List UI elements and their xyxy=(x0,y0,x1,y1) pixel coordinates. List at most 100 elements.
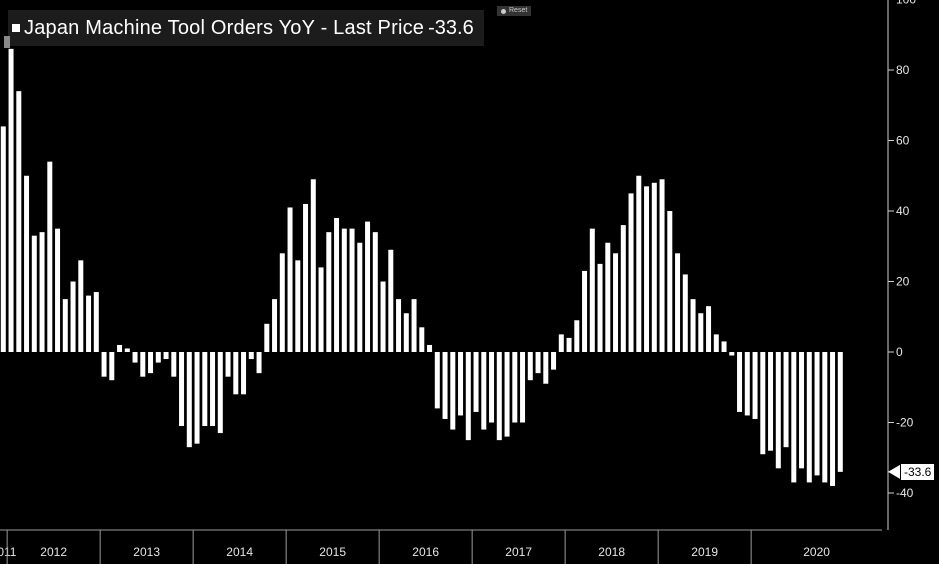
bar-2011-03 xyxy=(24,175,30,352)
bar-2014-07 xyxy=(334,218,340,352)
y-tick-label: -20 xyxy=(896,416,914,430)
reset-button[interactable]: Reset xyxy=(497,6,532,16)
bar-2013-12 xyxy=(279,253,285,352)
x-tick-label: 2018 xyxy=(598,545,625,559)
bar-2018-09 xyxy=(721,341,727,352)
bar-2014-10 xyxy=(357,242,363,352)
bar-2016-02 xyxy=(481,352,487,430)
bar-2019-02 xyxy=(760,352,766,455)
bar-2017-07 xyxy=(613,253,619,352)
bar-2018-07 xyxy=(706,306,712,352)
bar-2016-07 xyxy=(520,352,526,423)
bar-2018-10 xyxy=(729,352,735,356)
bar-2017-10 xyxy=(636,175,642,352)
bar-2012-11 xyxy=(179,352,185,427)
bar-2012-06 xyxy=(140,352,146,377)
bar-2012-10 xyxy=(171,352,177,377)
bar-2014-08 xyxy=(341,228,347,353)
bar-2010-12 xyxy=(0,126,6,353)
bar-2019-11 xyxy=(830,352,836,486)
y-tick-label: 20 xyxy=(896,275,910,289)
x-tick-label: 2017 xyxy=(505,545,532,559)
bar-2019-12 xyxy=(837,352,843,472)
bar-2014-12 xyxy=(372,232,378,352)
bar-2012-04 xyxy=(124,348,130,352)
bar-2011-02 xyxy=(16,91,22,353)
x-tick-label: 2014 xyxy=(226,545,253,559)
bar-2019-09 xyxy=(814,352,820,476)
x-tick-label: 2011 xyxy=(0,545,17,559)
bar-2015-01 xyxy=(380,281,386,352)
y-tick-label: 40 xyxy=(896,204,910,218)
bar-2016-08 xyxy=(527,352,533,381)
bar-2013-11 xyxy=(272,299,278,353)
bar-2017-12 xyxy=(651,182,657,352)
bar-2012-08 xyxy=(155,352,161,363)
bar-2018-05 xyxy=(690,299,696,353)
bar-2015-12 xyxy=(465,352,471,441)
bar-2013-04 xyxy=(217,352,223,434)
y-axis: 100 80 60 40 20 0 -20 -40 xyxy=(887,0,916,530)
bar-2015-11 xyxy=(458,352,464,416)
bar-2019-10 xyxy=(822,352,828,483)
last-value-marker xyxy=(888,464,900,479)
bar-2013-05 xyxy=(225,352,231,377)
bar-2014-05 xyxy=(318,267,324,352)
bar-2015-08 xyxy=(434,352,440,409)
bar-2016-04 xyxy=(496,352,502,441)
bar-2019-06 xyxy=(791,352,797,483)
x-tick-label: 2012 xyxy=(40,545,67,559)
bar-2015-06 xyxy=(419,327,425,352)
bar-series xyxy=(0,48,843,486)
last-value-label: -33.6 xyxy=(901,463,935,480)
bar-2017-06 xyxy=(605,242,611,352)
reset-label: Reset xyxy=(509,7,528,14)
bar-2018-08 xyxy=(713,334,719,353)
bar-2016-11 xyxy=(551,352,557,370)
bar-2017-03 xyxy=(582,270,588,353)
bar-2019-03 xyxy=(768,352,774,451)
bar-2013-07 xyxy=(241,352,247,395)
legend-swatch xyxy=(12,24,20,32)
last-price-value: -33.6 xyxy=(428,16,474,39)
bar-2017-04 xyxy=(589,228,595,353)
bar-2015-07 xyxy=(427,344,433,352)
x-axis: 2011 2012 2013 2014 2015 2016 2017 2018 2019 2020 xyxy=(0,529,882,564)
bar-2015-04 xyxy=(403,313,409,352)
bar-2018-04 xyxy=(682,274,688,352)
bar-2014-03 xyxy=(303,203,309,352)
bar-2015-09 xyxy=(442,352,448,419)
x-tick-label: 2013 xyxy=(133,545,160,559)
bar-2013-09 xyxy=(256,352,262,374)
scroll-indicator xyxy=(4,36,10,48)
x-tick-label: 2016 xyxy=(412,545,439,559)
bar-2015-02 xyxy=(388,249,394,352)
bar-2012-07 xyxy=(148,352,154,374)
bar-2018-11 xyxy=(737,352,743,412)
bar-2012-03 xyxy=(117,344,123,352)
bar-2014-01 xyxy=(287,207,293,352)
bar-2011-04 xyxy=(31,235,37,353)
y-tick-label: 60 xyxy=(896,134,910,148)
bar-2011-01 xyxy=(8,48,14,352)
reset-icon xyxy=(501,8,506,14)
bar-2011-05 xyxy=(39,232,45,352)
bar-2017-02 xyxy=(574,320,580,352)
bar-2018-06 xyxy=(698,313,704,352)
bar-2016-09 xyxy=(535,352,541,374)
chart-title-box: Japan Machine Tool Orders YoY - Last Pri… xyxy=(8,10,484,46)
bar-2019-05 xyxy=(783,352,789,448)
bar-2011-07 xyxy=(55,228,61,353)
bar-2016-03 xyxy=(489,352,495,423)
bar-2018-01 xyxy=(659,179,665,352)
bar-2017-11 xyxy=(644,186,650,352)
bar-2013-08 xyxy=(248,352,254,360)
bar-2019-07 xyxy=(799,352,805,469)
bar-2018-12 xyxy=(744,352,750,416)
bar-2016-12 xyxy=(558,334,564,353)
bar-2017-09 xyxy=(628,193,634,353)
bar-2011-08 xyxy=(62,299,68,353)
bar-2016-05 xyxy=(504,352,510,437)
bar-2017-08 xyxy=(620,225,626,352)
bar-2019-04 xyxy=(775,352,781,469)
